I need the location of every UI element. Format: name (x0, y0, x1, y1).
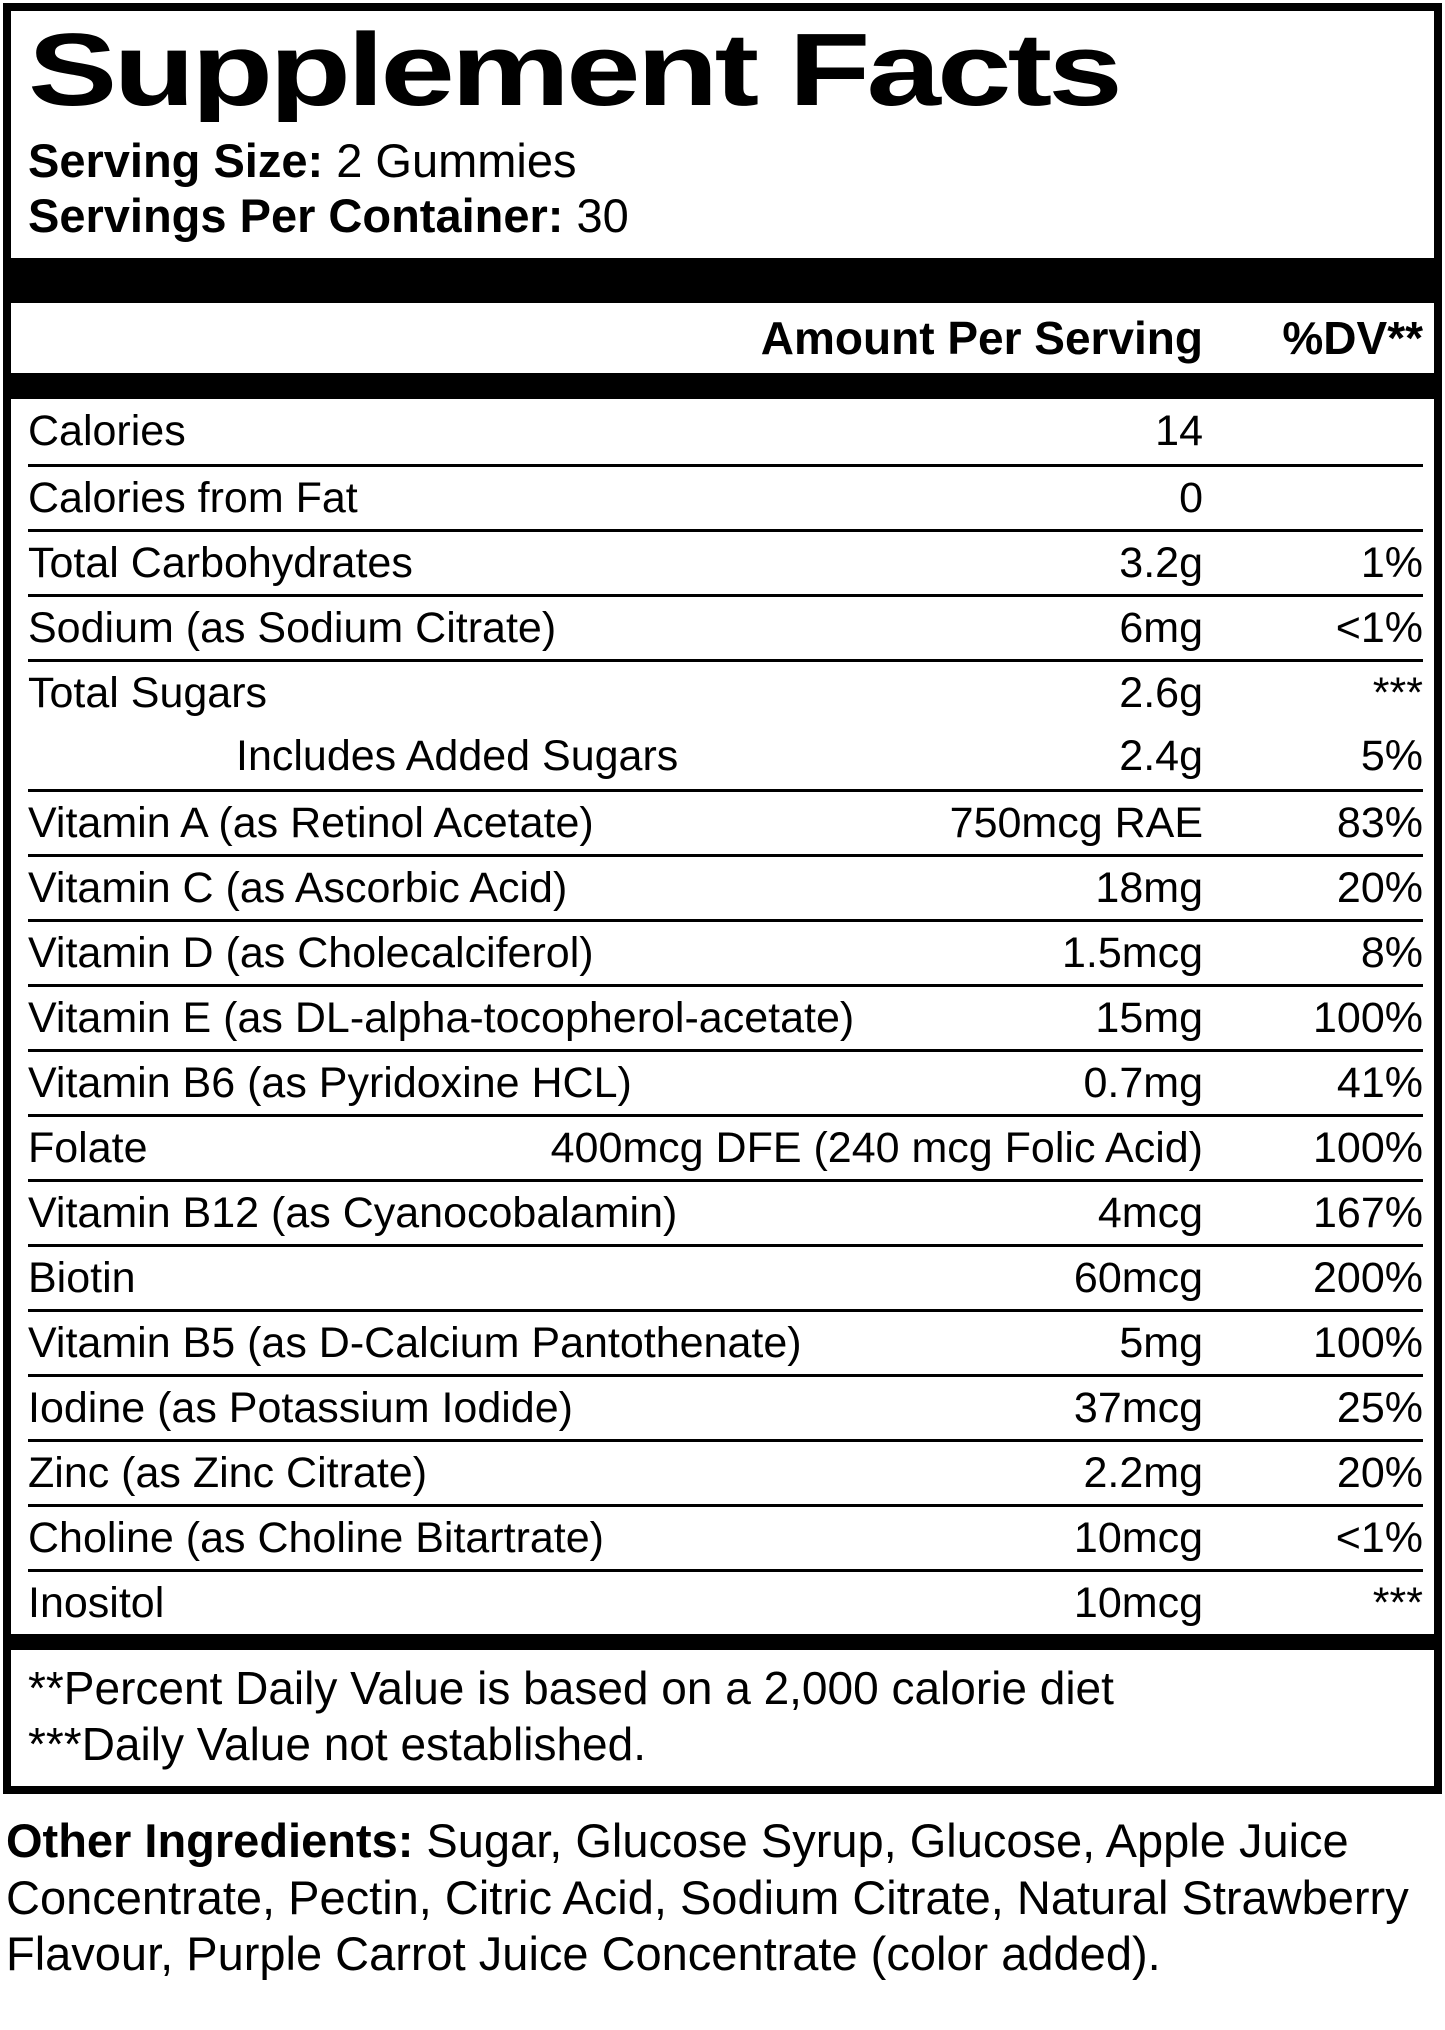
header-divider-bar (11, 373, 1434, 400)
servings-per-container-value: 30 (563, 189, 629, 243)
nutrient-dv: 167% (1313, 1188, 1423, 1237)
footnote-dv: **Percent Daily Value is based on a 2,00… (28, 1662, 1114, 1715)
nutrient-name: Zinc (as Zinc Citrate) (28, 1448, 428, 1497)
nutrient-name: Total Carbohydrates (28, 538, 413, 587)
nutrient-row: Vitamin C (as Ascorbic Acid) 18mg 20% (28, 854, 1423, 919)
nutrient-amount: 60mcg (1073, 1253, 1203, 1302)
nutrient-row: Vitamin B12 (as Cyanocobalamin) 4mcg 167% (28, 1179, 1423, 1244)
nutrient-dv: 200% (1313, 1253, 1423, 1302)
serving-info: Serving Size: 2 Gummies Servings Per Con… (11, 122, 1434, 250)
footnote-not-established: ***Daily Value not established. (28, 1718, 646, 1771)
nutrient-name: Vitamin B12 (as Cyanocobalamin) (28, 1188, 678, 1237)
nutrient-dv: 41% (1336, 1058, 1423, 1107)
serving-size-line: Serving Size: 2 Gummies (28, 134, 1417, 189)
nutrient-row: Vitamin B5 (as D-Calcium Pantothenate) 5m… (28, 1309, 1423, 1374)
footnotes: **Percent Daily Value is based on a 2,00… (11, 1650, 1434, 1786)
nutrient-row: Vitamin A (as Retinol Acetate) 750mcg RAE… (28, 789, 1423, 854)
nutrient-name: Choline (as Choline Bitartrate) (28, 1513, 604, 1562)
nutrient-name: Vitamin C (as Ascorbic Acid) (28, 863, 568, 912)
nutrient-amount: 15mg (1095, 993, 1203, 1042)
nutrient-dv: 1% (1360, 538, 1423, 587)
top-divider-bar (11, 258, 1434, 304)
nutrient-amount: 2.2mg (1083, 1448, 1203, 1497)
nutrient-row: Vitamin E (as DL-alpha-tocopherol-acetat… (28, 984, 1423, 1049)
nutrient-name: Iodine (as Potassium Iodide) (28, 1383, 573, 1432)
nutrient-name: Calories from Fat (28, 473, 358, 522)
nutrient-dv: 8% (1360, 928, 1423, 977)
nutrient-name: Calories (28, 407, 186, 456)
nutrient-rows: Calories 14 Calories from Fat 0 Total Carboh… (11, 399, 1434, 1634)
nutrient-name: Vitamin E (as DL-alpha-tocopherol-acetat… (28, 993, 855, 1042)
nutrient-name: Biotin (28, 1253, 136, 1302)
serving-size-label: Serving Size: (28, 134, 324, 188)
nutrient-row: Zinc (as Zinc Citrate) 2.2mg 20% (28, 1439, 1423, 1504)
nutrient-dv: 100% (1313, 993, 1423, 1042)
nutrient-dv: 100% (1313, 1318, 1423, 1367)
nutrient-amount: 14 (1155, 407, 1203, 456)
serving-size-value: 2 Gummies (323, 134, 577, 188)
nutrient-amount: 4mcg (1097, 1188, 1203, 1237)
nutrient-name: Sodium (as Sodium Citrate) (28, 603, 557, 652)
nutrient-amount: 400mcg DFE (240 mcg Folic Acid) (550, 1123, 1203, 1172)
amount-per-serving-header: Amount Per Serving (760, 312, 1203, 365)
label-title-wrap: Supplement Facts (11, 11, 1434, 122)
nutrient-row: Total Sugars 2.6g *** (28, 659, 1423, 724)
nutrient-row: Inositol 10mcg *** (28, 1569, 1423, 1634)
other-ingredients-text: Sugar, Glucose Syrup, Glucose, Apple Jui… (6, 1814, 1409, 1981)
nutrient-row: Folate 400mcg DFE (240 mcg Folic Acid) 100… (28, 1114, 1423, 1179)
nutrient-dv: 83% (1336, 798, 1423, 847)
nutrient-row: Biotin 60mcg 200% (28, 1244, 1423, 1309)
nutrient-name: Vitamin B5 (as D-Calcium Pantothenate) (28, 1318, 802, 1367)
supplement-facts-label: Supplement Facts Serving Size: 2 Gummies… (3, 3, 1442, 1795)
nutrient-amount: 18mg (1095, 863, 1203, 912)
footnote-divider-bar (11, 1634, 1434, 1651)
label-title: Supplement Facts (28, 12, 1123, 123)
nutrient-row: Choline (as Choline Bitartrate) 10mcg <1% (28, 1504, 1423, 1569)
nutrient-row: Calories 14 (28, 399, 1423, 464)
nutrient-amount: 10mcg (1073, 1578, 1203, 1627)
percent-dv-header: %DV** (1282, 312, 1423, 365)
nutrient-amount: 6mg (1119, 603, 1203, 652)
nutrient-row: Sodium (as Sodium Citrate) 6mg <1% (28, 594, 1423, 659)
nutrient-amount: 0 (1179, 473, 1203, 522)
nutrient-row: Total Carbohydrates 3.2g 1% (28, 529, 1423, 594)
nutrient-dv: 5% (1360, 732, 1423, 781)
nutrient-amount: 2.4g (1119, 732, 1203, 781)
nutrient-name: Vitamin D (as Cholecalciferol) (28, 928, 594, 977)
nutrient-dv: <1% (1335, 603, 1423, 652)
nutrient-dv: 20% (1336, 1448, 1423, 1497)
nutrient-name: Folate (28, 1123, 148, 1172)
nutrient-dv: 20% (1336, 863, 1423, 912)
table-header-row: Amount Per Serving %DV** (11, 303, 1434, 373)
other-ingredients-label: Other Ingredients: (6, 1814, 414, 1868)
nutrient-amount: 37mcg (1073, 1383, 1203, 1432)
nutrient-row: Includes Added Sugars 2.4g 5% (28, 724, 1423, 789)
nutrient-name: Total Sugars (28, 668, 268, 717)
nutrient-amount: 750mcg RAE (949, 798, 1203, 847)
nutrient-dv: 25% (1336, 1383, 1423, 1432)
nutrient-dv: <1% (1335, 1513, 1423, 1562)
nutrient-amount: 0.7mg (1083, 1058, 1203, 1107)
nutrient-amount: 3.2g (1119, 538, 1203, 587)
nutrient-row: Vitamin D (as Cholecalciferol) 1.5mcg 8% (28, 919, 1423, 984)
nutrient-amount: 5mg (1119, 1318, 1203, 1367)
nutrient-dv: 100% (1313, 1123, 1423, 1172)
other-ingredients: Other Ingredients: Sugar, Glucose Syrup,… (0, 1797, 1445, 1982)
nutrient-amount: 10mcg (1073, 1513, 1203, 1562)
nutrient-name: Vitamin A (as Retinol Acetate) (28, 798, 594, 847)
nutrient-dv: *** (1372, 668, 1423, 717)
nutrient-amount: 2.6g (1119, 668, 1203, 717)
nutrient-row: Calories from Fat 0 (28, 464, 1423, 529)
servings-per-container-label: Servings Per Container: (28, 189, 564, 243)
nutrient-dv: *** (1372, 1578, 1423, 1627)
nutrient-amount: 1.5mcg (1061, 928, 1203, 977)
nutrient-row: Iodine (as Potassium Iodide) 37mcg 25% (28, 1374, 1423, 1439)
nutrient-name: Inositol (28, 1578, 165, 1627)
servings-per-container-line: Servings Per Container: 30 (28, 189, 1417, 244)
nutrient-name: Includes Added Sugars (236, 732, 679, 781)
nutrient-row: Vitamin B6 (as Pyridoxine HCL) 0.7mg 41% (28, 1049, 1423, 1114)
nutrient-name: Vitamin B6 (as Pyridoxine HCL) (28, 1058, 632, 1107)
